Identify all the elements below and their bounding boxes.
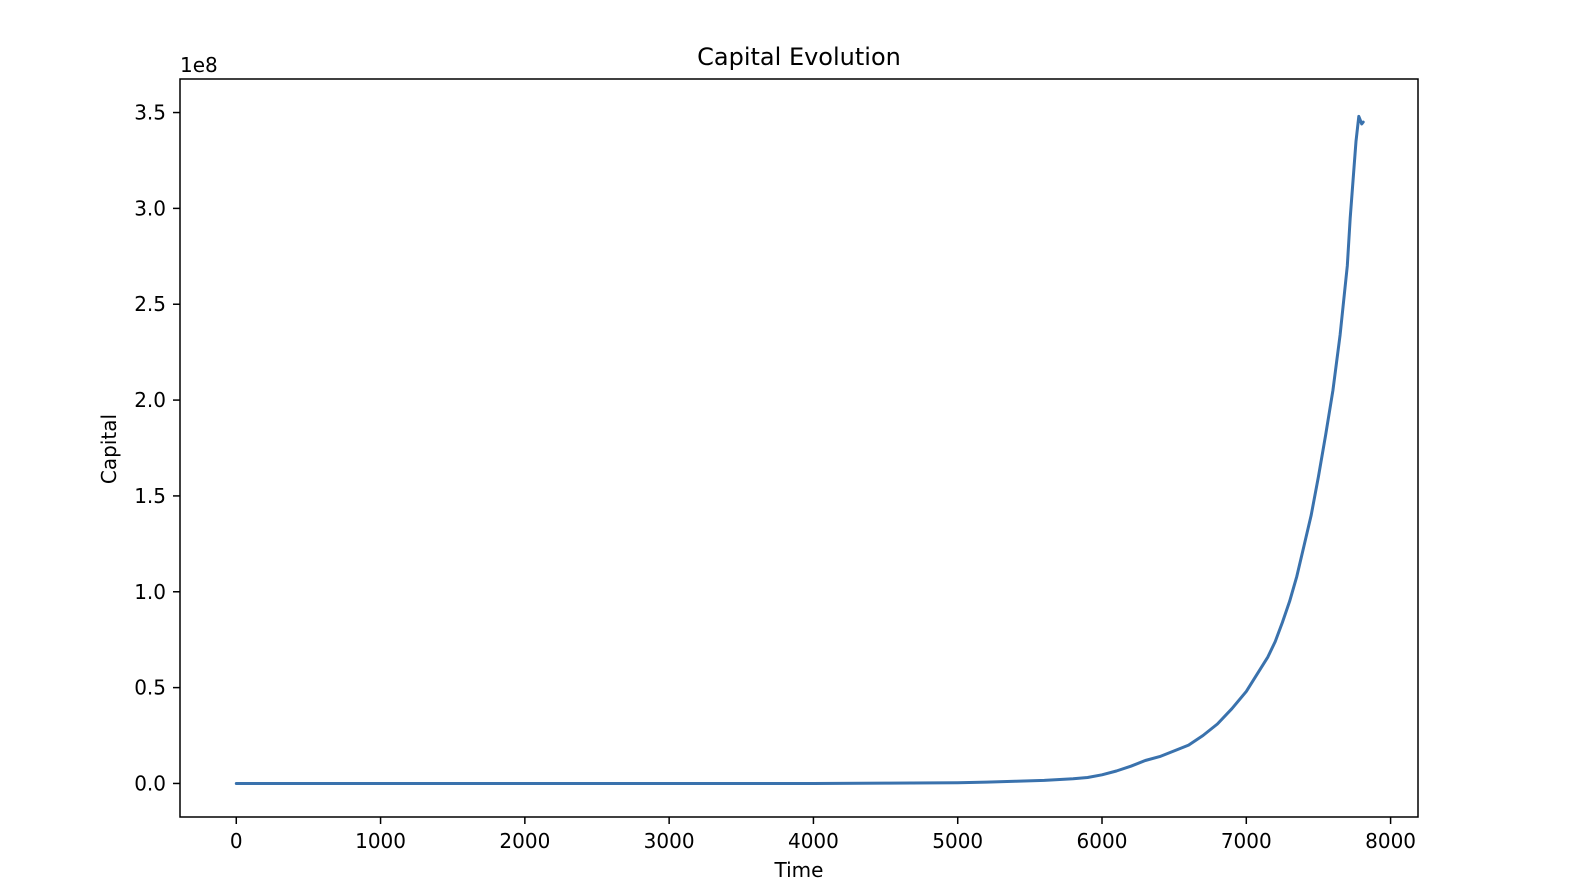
series-line-0 bbox=[234, 114, 1365, 785]
x-tick-label: 4000 bbox=[788, 829, 839, 853]
x-tick-label: 1000 bbox=[355, 829, 406, 853]
x-tick-label: 8000 bbox=[1365, 829, 1416, 853]
x-tick-label: 7000 bbox=[1221, 829, 1272, 853]
chart-title: Capital Evolution bbox=[697, 43, 901, 71]
y-axis: 0.0 0.5 1.0 1.5 2.0 2.5 3.0 3.5 bbox=[134, 101, 180, 795]
y-tick-label: 2.5 bbox=[134, 292, 166, 316]
x-axis: 0 1000 2000 3000 4000 5000 6000 7000 8000 bbox=[230, 817, 1416, 853]
x-tick-label: 2000 bbox=[499, 829, 550, 853]
y-offset-text: 1e8 bbox=[180, 53, 218, 77]
x-tick-label: 6000 bbox=[1077, 829, 1128, 853]
x-tick-label: 0 bbox=[230, 829, 243, 853]
y-tick-label: 0.0 bbox=[134, 771, 166, 795]
y-tick-label: 3.0 bbox=[134, 196, 166, 220]
y-tick-label: 3.5 bbox=[134, 101, 166, 125]
y-axis-label: Capital bbox=[97, 414, 121, 484]
plot-area bbox=[180, 79, 1418, 817]
x-tick-label: 5000 bbox=[932, 829, 983, 853]
x-axis-label: Time bbox=[774, 858, 824, 882]
x-tick-label: 3000 bbox=[644, 829, 695, 853]
y-tick-label: 0.5 bbox=[134, 676, 166, 700]
y-tick-label: 2.0 bbox=[134, 388, 166, 412]
y-tick-label: 1.5 bbox=[134, 484, 166, 508]
plot-frame bbox=[179, 78, 1419, 818]
y-tick-label: 1.0 bbox=[134, 580, 166, 604]
series-layer bbox=[234, 114, 1365, 785]
